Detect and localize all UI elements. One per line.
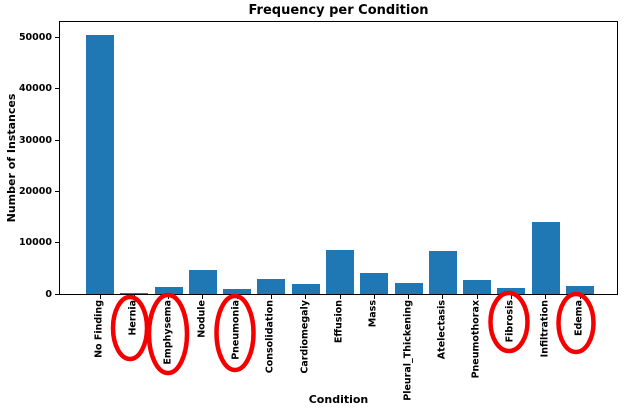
x-tick-mark xyxy=(476,295,478,299)
x-tick-mark xyxy=(133,295,135,299)
y-tick-label: 10000 xyxy=(18,237,52,249)
bar-atelectasis xyxy=(428,251,457,294)
x-tick-label-pneumonia: Pneumonia xyxy=(230,300,242,360)
x-tick-mark xyxy=(510,295,512,299)
x-tick-label-no-finding: No Finding xyxy=(93,300,105,358)
y-tick-mark xyxy=(55,139,59,141)
x-tick-mark xyxy=(305,295,307,299)
x-tick-label-mass: Mass xyxy=(367,300,379,328)
bar-no-finding xyxy=(86,34,114,294)
bar-nodule xyxy=(188,270,217,294)
x-tick-mark xyxy=(408,295,410,299)
bar-edema xyxy=(566,285,594,294)
bar-fibrosis xyxy=(497,287,526,294)
x-tick-label-consolidation: Consolidation xyxy=(264,300,276,374)
x-tick-mark xyxy=(270,295,272,299)
y-tick-label: 30000 xyxy=(18,134,52,146)
chart-title: Frequency per Condition xyxy=(248,3,429,18)
x-tick-label-emphysema: Emphysema xyxy=(162,300,174,365)
y-tick-mark xyxy=(55,36,59,38)
y-axis-title: Number of Instances xyxy=(5,93,18,223)
x-tick-label-hernia: Hernia xyxy=(127,300,139,336)
x-tick-mark xyxy=(545,295,547,299)
bar-effusion xyxy=(326,249,354,294)
y-tick-mark xyxy=(55,242,59,244)
bar-pneumonia xyxy=(223,289,252,294)
x-tick-label-atelectasis: Atelectasis xyxy=(436,300,448,360)
x-tick-label-pleural-thickening: Pleural_Thickening xyxy=(402,300,414,401)
y-tick-mark xyxy=(55,88,59,90)
x-tick-mark xyxy=(373,295,375,299)
y-tick-label: 50000 xyxy=(18,31,52,43)
x-axis-title: Condition xyxy=(308,393,369,406)
x-tick-mark xyxy=(442,295,444,299)
bar-consolidation xyxy=(257,279,286,294)
x-tick-label-nodule: Nodule xyxy=(196,300,208,338)
x-tick-mark xyxy=(168,295,170,299)
bar-pneumothorax xyxy=(463,280,492,294)
x-tick-label-fibrosis: Fibrosis xyxy=(504,300,516,343)
bar-mass xyxy=(360,272,389,294)
x-tick-mark xyxy=(339,295,341,299)
y-tick-mark xyxy=(55,190,59,192)
bar-cardiomegaly xyxy=(291,284,320,294)
bar-pleural-thickening xyxy=(394,282,423,294)
x-tick-mark xyxy=(236,295,238,299)
bar-hernia xyxy=(120,292,149,294)
x-tick-label-cardiomegaly: Cardiomegaly xyxy=(299,300,311,374)
x-tick-label-infiltration: Infiltration xyxy=(539,300,551,358)
y-tick-label: 0 xyxy=(45,288,52,300)
y-tick-label: 40000 xyxy=(18,83,52,95)
x-tick-mark xyxy=(99,295,101,299)
x-tick-label-edema: Edema xyxy=(573,300,585,337)
bar-infiltration xyxy=(531,222,560,294)
x-tick-mark xyxy=(579,295,581,299)
x-tick-label-pneumothorax: Pneumothorax xyxy=(470,300,482,379)
x-tick-mark xyxy=(202,295,204,299)
bar-emphysema xyxy=(154,286,183,294)
x-tick-label-effusion: Effusion xyxy=(333,300,345,344)
y-tick-label: 20000 xyxy=(18,185,52,197)
y-tick-mark xyxy=(55,293,59,295)
